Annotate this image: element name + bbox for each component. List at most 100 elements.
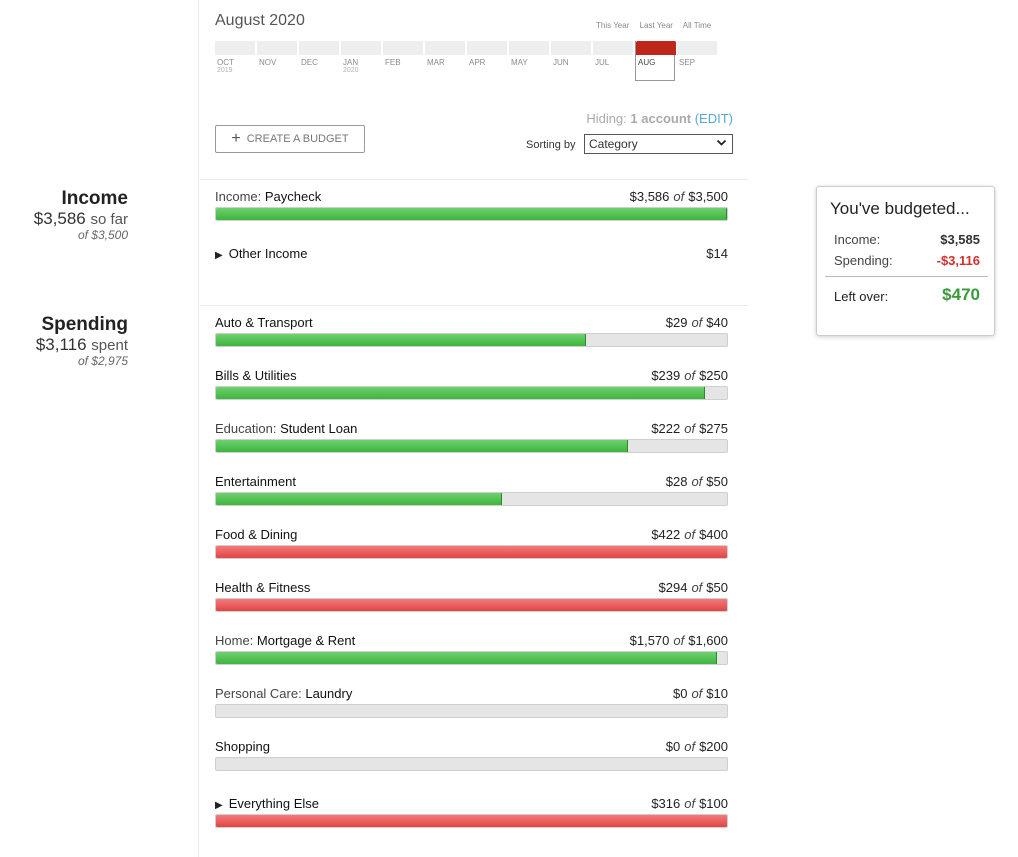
budgeted-income-value: $3,585 <box>940 232 980 247</box>
timeline-month-feb[interactable]: FEB <box>383 41 423 81</box>
timeline-month-mar[interactable]: MAR <box>425 41 465 81</box>
timeline-month-label: FEB <box>385 58 401 67</box>
budget-row-amount: $294 of $50 <box>659 580 728 595</box>
budget-row-category: Food & Dining <box>215 527 298 542</box>
budget-progress-fill <box>216 546 727 558</box>
budget-row-spent: $239 <box>651 368 681 383</box>
sort-select[interactable]: Category <box>584 134 733 154</box>
budget-row-spent: $0 <box>672 686 688 701</box>
timeline-month-oct[interactable]: OCT 2019 <box>215 41 255 81</box>
budget-row-category: Other Income <box>228 246 308 261</box>
budget-row-name: Personal Care: Laundry <box>215 686 352 701</box>
budget-row-amount: $239 of $250 <box>651 368 728 383</box>
range-link-this-year[interactable]: This Year <box>596 21 630 30</box>
timeline-month-jan[interactable]: JAN 2020 <box>341 41 381 81</box>
budget-row[interactable]: ▶ Other Income $14 <box>215 246 728 286</box>
budget-row-of: of <box>684 739 696 754</box>
timeline-month-dec[interactable]: DEC <box>299 41 339 81</box>
budgeted-left-value: $470 <box>942 285 980 304</box>
budget-row-budget: $50 <box>706 580 728 595</box>
spending-suffix: spent <box>91 337 128 354</box>
budget-row-amount: $316 of $100 <box>651 796 728 811</box>
timeline-month-label: JUL <box>595 58 610 67</box>
budget-row[interactable]: ▶ Everything Else $316 of $100 <box>215 796 728 836</box>
timeline-bar <box>509 41 549 55</box>
range-links: This Year Last Year All Time <box>596 21 719 30</box>
budget-progress-fill <box>216 493 503 505</box>
create-budget-label: CREATE A BUDGET <box>246 133 349 145</box>
budgeted-spending-label: Spending: <box>834 253 893 268</box>
budget-row-parent-category: Income: <box>215 189 262 204</box>
summary-panel: Income $3,586 so far of $3,500 Spending … <box>0 0 199 857</box>
budget-row-name: ▶ Everything Else <box>215 796 319 811</box>
budget-row-budget: $275 <box>699 421 728 436</box>
timeline-month-label: NOV <box>259 58 277 67</box>
budget-row-spent: $316 <box>651 796 681 811</box>
budget-row-spent: $222 <box>651 421 681 436</box>
range-link-all-time[interactable]: All Time <box>682 21 712 30</box>
budget-row-parent-category: Education: <box>215 421 277 436</box>
budget-row[interactable]: Education: Student Loan $222 of $275 <box>215 421 728 461</box>
budget-row-name: Shopping <box>215 739 270 754</box>
budget-row[interactable]: Health & Fitness $294 of $50 <box>215 580 728 620</box>
budget-row[interactable]: Auto & Transport $29 of $40 <box>215 315 728 355</box>
budget-row[interactable]: Bills & Utilities $239 of $250 <box>215 368 728 408</box>
budget-row[interactable]: Shopping $0 of $200 <box>215 739 728 779</box>
budget-row[interactable]: Home: Mortgage & Rent $1,570 of $1,600 <box>215 633 728 673</box>
budget-row-of: of <box>684 368 696 383</box>
expand-triangle-icon[interactable]: ▶ <box>215 250 223 261</box>
hiding-edit-link[interactable]: (EDIT) <box>694 111 733 126</box>
spending-summary-amount: $3,116 spent <box>36 336 128 355</box>
budget-row-name: Bills & Utilities <box>215 368 297 383</box>
budget-row-amount: $29 of $40 <box>666 315 728 330</box>
budget-row-category: Entertainment <box>215 474 296 489</box>
create-budget-button[interactable]: + CREATE A BUDGET <box>215 125 365 153</box>
income-summary-amount: $3,586 so far <box>34 210 128 229</box>
budgeted-income-label: Income: <box>834 232 881 247</box>
income-suffix: so far <box>90 211 128 228</box>
month-timeline: OCT 2019 NOV DEC JAN 2020 FEB MAR APR MAY JUN JUL AU… <box>215 41 719 81</box>
budget-row-budget: $50 <box>706 474 728 489</box>
budget-row-budget: $40 <box>706 315 728 330</box>
budget-progress-bar <box>215 598 728 612</box>
range-link-last-year[interactable]: Last Year <box>639 21 673 30</box>
timeline-month-nov[interactable]: NOV <box>257 41 297 81</box>
budget-row-budget: $10 <box>706 686 728 701</box>
budgeted-divider <box>825 276 988 277</box>
budget-row-category: Everything Else <box>228 796 320 811</box>
timeline-month-sep[interactable]: SEP <box>677 41 717 81</box>
timeline-month-may[interactable]: MAY <box>509 41 549 81</box>
budget-row-spent: $14 <box>706 246 728 261</box>
budget-row-amount: $0 of $200 <box>666 739 728 754</box>
budget-row-parent-category: Personal Care: <box>215 686 302 701</box>
budget-row[interactable]: Personal Care: Laundry $0 of $10 <box>215 686 728 726</box>
budget-progress-fill <box>216 599 727 611</box>
budget-row-budget: $3,500 <box>688 189 728 204</box>
budget-row-name: Income: Paycheck <box>215 189 321 204</box>
budget-row[interactable]: Food & Dining $422 of $400 <box>215 527 728 567</box>
timeline-month-aug[interactable]: AUG <box>635 41 676 81</box>
budgeted-income-row: Income: $3,585 <box>834 232 980 247</box>
budget-row-name: Entertainment <box>215 474 296 489</box>
budget-row[interactable]: Income: Paycheck $3,586 of $3,500 <box>215 189 728 229</box>
budget-progress-fill <box>216 334 587 346</box>
budget-row-name: Auto & Transport <box>215 315 313 330</box>
budget-progress-fill <box>216 208 727 220</box>
budgeted-spending-value: -$3,116 <box>936 253 980 268</box>
timeline-month-label: JUN <box>553 58 569 67</box>
budget-row-category: Paycheck <box>264 189 322 204</box>
timeline-month-jul[interactable]: JUL <box>593 41 633 81</box>
budget-row-name: Food & Dining <box>215 527 297 542</box>
timeline-month-jun[interactable]: JUN <box>551 41 591 81</box>
spending-of-budget: of $2,975 <box>77 354 128 368</box>
timeline-month-apr[interactable]: APR <box>467 41 507 81</box>
budget-row-of: of <box>691 580 703 595</box>
timeline-month-label: SEP <box>679 58 696 67</box>
budget-row[interactable]: Entertainment $28 of $50 <box>215 474 728 514</box>
budget-row-spent: $3,586 <box>629 189 670 204</box>
expand-triangle-icon[interactable]: ▶ <box>215 800 223 811</box>
timeline-bar <box>425 41 465 55</box>
budget-row-spent: $294 <box>658 580 688 595</box>
budget-progress-bar <box>215 386 728 400</box>
sort-select-value: Category <box>589 137 638 151</box>
